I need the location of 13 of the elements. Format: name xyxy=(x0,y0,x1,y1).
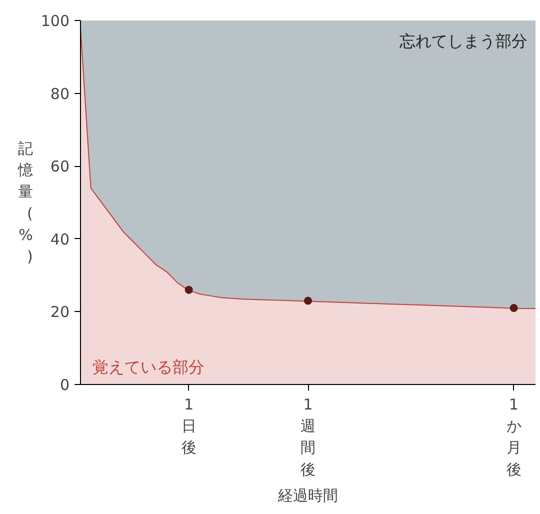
x-tick-label: 1週間後 xyxy=(300,396,316,478)
y-tick-label: 80 xyxy=(50,84,70,103)
x-axis-title: 経過時間 xyxy=(277,486,338,504)
y-tick-label: 60 xyxy=(50,158,70,176)
y-axis-title: 記憶量(%) xyxy=(16,140,33,266)
series-label: 忘れてしまう部分 xyxy=(400,32,528,50)
y-tick-label: 100 xyxy=(40,12,70,30)
y-tick-label: 20 xyxy=(50,303,70,322)
x-tick-label: 1か月後 xyxy=(506,396,522,478)
x-tick-label: 1日後 xyxy=(181,396,196,457)
series-label: 覚えている部分 xyxy=(92,358,204,376)
y-tick-label: 40 xyxy=(50,230,70,248)
y-tick-label: 0 xyxy=(60,376,70,394)
